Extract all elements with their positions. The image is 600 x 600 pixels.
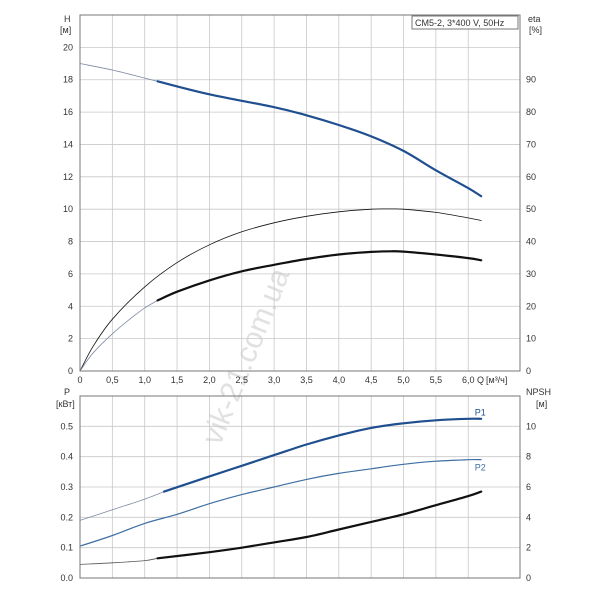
top-left-axis-label: H xyxy=(64,14,71,24)
left-tick-label: 0.1 xyxy=(60,543,73,553)
right-tick-label: 80 xyxy=(526,107,536,117)
x-axis-label: Q xyxy=(477,375,484,385)
left-tick-label: 0.5 xyxy=(60,421,73,431)
bottom-left-axis-label: P xyxy=(64,387,70,397)
top-plot-frame xyxy=(79,14,521,372)
left-tick-label: 0.3 xyxy=(60,482,73,492)
x-axis-unit: [м³/ч] xyxy=(486,375,507,385)
left-tick-label: 0.4 xyxy=(60,452,73,462)
right-tick-label: 2 xyxy=(526,543,531,553)
top-grid xyxy=(79,15,520,372)
x-tick-label: 0 xyxy=(77,375,82,385)
right-tick-label: 8 xyxy=(526,452,531,462)
left-tick-label: 8 xyxy=(68,237,73,247)
watermark: vik-21.com.ua xyxy=(196,263,297,449)
x-tick-label: 6,0 xyxy=(462,375,475,385)
x-tick-label: 4,0 xyxy=(333,375,346,385)
series-line xyxy=(163,417,483,493)
series-line xyxy=(79,557,158,565)
left-tick-label: 2 xyxy=(68,334,73,344)
x-tick-label: 1,0 xyxy=(138,375,151,385)
x-tick-label: 0,5 xyxy=(106,375,119,385)
series-line xyxy=(156,490,483,560)
right-tick-label: 50 xyxy=(526,204,536,214)
right-tick-label: 30 xyxy=(526,269,536,279)
left-tick-label: 18 xyxy=(63,75,73,85)
top-tick-labels: 0 0,5 1,0 1,5 2,0 2,5 3,0 3,5 4,0 4,5 5,0 5,5 6,0 0 2 4… xyxy=(63,42,536,385)
left-tick-label: 6 xyxy=(68,269,73,279)
bottom-series-group xyxy=(79,417,483,565)
series-line xyxy=(79,458,482,547)
right-tick-label: 10 xyxy=(526,421,536,431)
bottom-grid xyxy=(79,396,520,579)
top-left-axis-unit: [м] xyxy=(60,25,71,35)
right-tick-label: 10 xyxy=(526,334,536,344)
top-right-axis-unit: [%] xyxy=(529,25,542,35)
left-tick-label: 0.2 xyxy=(60,512,73,522)
x-tick-label: 1,5 xyxy=(171,375,184,385)
x-tick-label: 2,5 xyxy=(236,375,249,385)
top-series-group xyxy=(79,63,483,372)
left-tick-label: 0 xyxy=(68,366,73,376)
series-line xyxy=(79,63,158,82)
series-line xyxy=(79,491,165,521)
series-label: P2 xyxy=(475,462,486,472)
x-tick-label: 5,5 xyxy=(430,375,443,385)
left-tick-label: 12 xyxy=(63,172,73,182)
right-tick-label: 0 xyxy=(526,573,531,583)
x-tick-label: 3,5 xyxy=(300,375,313,385)
bottom-tick-labels: 0.0 0.1 0.2 0.3 0.4 0.5 0 2 4 6 8 10 xyxy=(60,421,536,583)
x-tick-label: 5,0 xyxy=(397,375,410,385)
right-tick-label: 60 xyxy=(526,172,536,182)
bottom-right-axis-unit: [м] xyxy=(536,399,547,409)
left-tick-label: 16 xyxy=(63,107,73,117)
left-tick-label: 20 xyxy=(63,42,73,52)
right-tick-label: 6 xyxy=(526,482,531,492)
bottom-left-axis-unit: [кВт] xyxy=(56,399,75,409)
right-tick-label: 0 xyxy=(526,366,531,376)
model-label-box xyxy=(411,15,519,30)
right-tick-label: 4 xyxy=(526,512,531,522)
series-label: P1 xyxy=(475,408,486,418)
bottom-plot-frame xyxy=(79,395,521,579)
x-tick-label: 4,5 xyxy=(365,375,378,385)
series-line xyxy=(79,208,482,372)
top-right-axis-label: eta xyxy=(528,14,541,24)
model-label: CM5-2, 3*400 V, 50Hz xyxy=(415,18,505,28)
series-line xyxy=(156,250,483,302)
right-tick-label: 40 xyxy=(526,237,536,247)
bottom-right-axis-label: NPSH xyxy=(526,387,551,397)
right-tick-label: 90 xyxy=(526,75,536,85)
left-tick-label: 0.0 xyxy=(60,573,73,583)
x-tick-label: 3,0 xyxy=(268,375,281,385)
series-line xyxy=(156,80,483,198)
right-tick-label: 70 xyxy=(526,139,536,149)
left-tick-label: 10 xyxy=(63,204,73,214)
series-labels: P1 P2 xyxy=(475,408,486,473)
x-tick-label: 2,0 xyxy=(203,375,216,385)
left-tick-label: 4 xyxy=(68,301,73,311)
series-line xyxy=(79,300,158,372)
left-tick-label: 14 xyxy=(63,139,73,149)
right-tick-label: 20 xyxy=(526,301,536,311)
